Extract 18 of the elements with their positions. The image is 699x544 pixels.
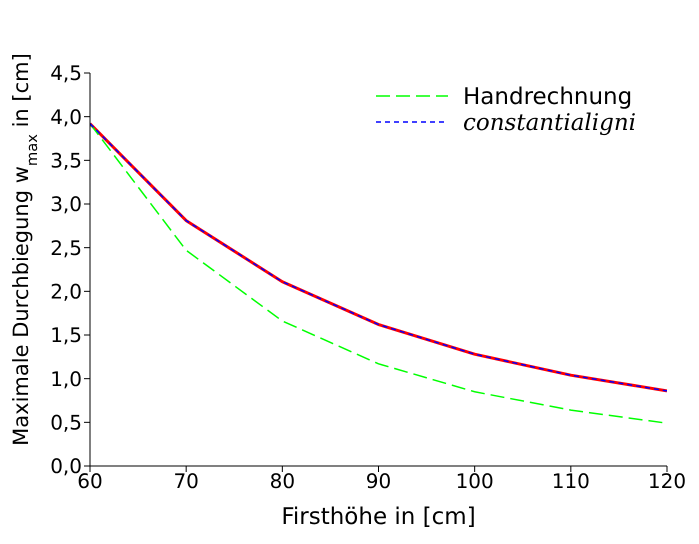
- x-tick-label: 120: [648, 469, 686, 494]
- x-axis-title: Firsthöhe in [cm]: [281, 504, 476, 530]
- y-tick-label: 3,0: [50, 192, 82, 216]
- y-tick-label: 1,0: [50, 366, 82, 391]
- legend-label: constantialigni: [463, 110, 636, 136]
- x-tick-label: 80: [270, 469, 296, 494]
- y-tick-label: 2,0: [50, 279, 82, 304]
- y-tick-label: 1,5: [50, 323, 82, 348]
- y-tick-label: 0,5: [50, 410, 82, 434]
- y-tick-label: 2,5: [50, 236, 82, 260]
- x-tick-label: 110: [552, 469, 590, 494]
- x-tick-label: 90: [366, 469, 392, 494]
- y-tick-label: 3,5: [50, 148, 82, 172]
- x-tick-label: 70: [173, 469, 199, 494]
- y-tick-label: 4,5: [50, 61, 82, 86]
- x-tick-label: 100: [456, 469, 494, 494]
- legend-label: Handrechnung: [463, 84, 632, 110]
- y-tick-label: 4,0: [50, 104, 82, 129]
